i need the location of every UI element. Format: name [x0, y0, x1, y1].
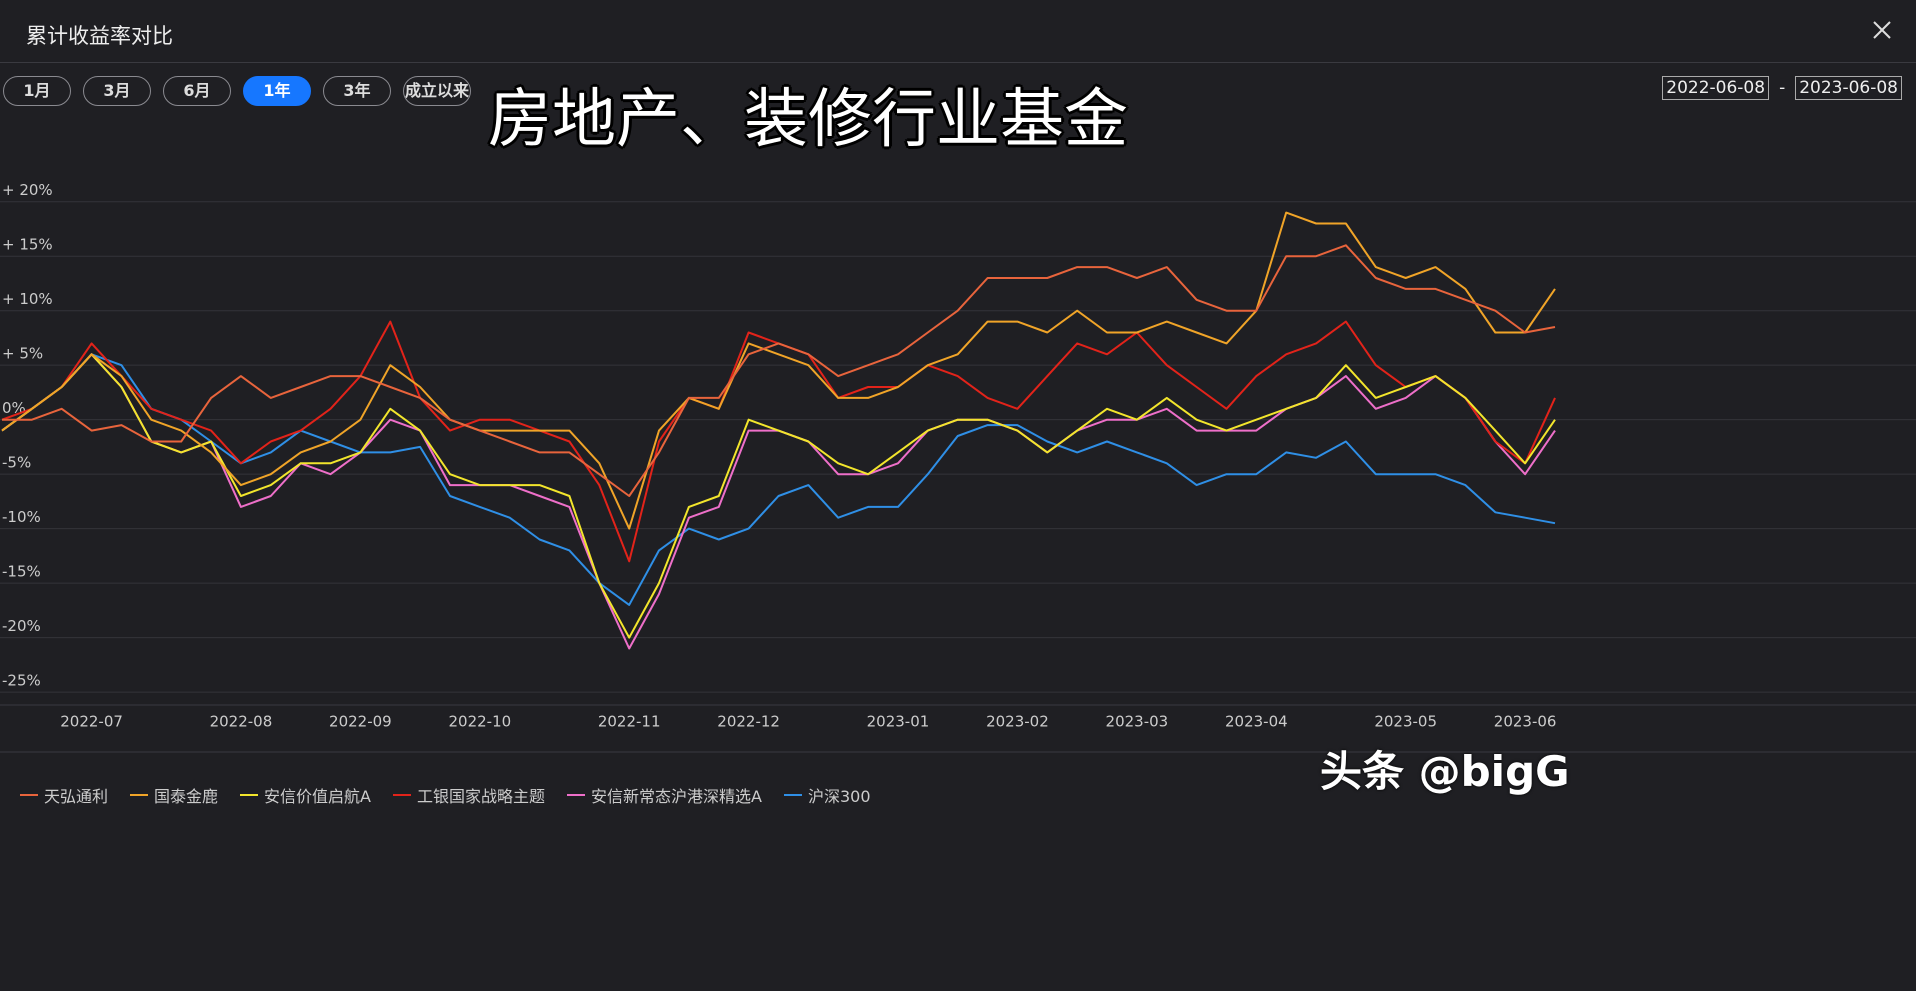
range-button[interactable]: 1月: [3, 76, 71, 106]
legend-swatch: [130, 794, 149, 796]
x-tick-label: 2023-06: [1494, 713, 1557, 731]
legend-item[interactable]: 天弘通利: [20, 783, 108, 807]
legend-swatch: [20, 794, 38, 796]
x-tick-label: 2022-09: [329, 713, 392, 731]
legend-item[interactable]: 工银国家战略主题: [392, 783, 545, 807]
chart-title: 房地产、装修行业基金: [488, 83, 1128, 157]
legend-label: 安信新常态沪港深精选A: [591, 787, 762, 806]
legend-label: 天弘通利: [44, 787, 109, 806]
y-tick-label: -15%: [2, 563, 41, 581]
legend-item[interactable]: 沪深300: [783, 783, 871, 807]
y-tick-label: + 20%: [2, 181, 53, 199]
header-title: 累计收益率对比: [26, 24, 173, 48]
x-tick-label: 2023-03: [1106, 713, 1169, 731]
range-button[interactable]: 成立以来: [403, 76, 471, 106]
x-tick-label: 2022-12: [717, 713, 780, 731]
y-tick-label: -20%: [2, 617, 41, 635]
x-tick-label: 2022-10: [449, 713, 512, 731]
end-date[interactable]: 2023-06-08: [1795, 76, 1902, 100]
x-tick-label: 2022-08: [210, 713, 273, 731]
series-line: [1, 353, 1556, 606]
header: 累计收益率对比: [0, 0, 1916, 63]
range-button[interactable]: 6月: [163, 76, 231, 106]
legend-label: 工银国家战略主题: [416, 787, 545, 806]
y-tick-label: + 15%: [2, 236, 53, 254]
series-line: [1, 211, 1556, 530]
y-tick-label: -25%: [2, 672, 41, 690]
legend-item[interactable]: 安信价值启航A: [240, 783, 371, 807]
legend-swatch: [567, 794, 585, 796]
legend: 天弘通利 国泰金鹿 安信价值启航A 工银国家战略主题 安信新常态沪港深精选A 沪深300: [20, 783, 871, 807]
x-tick-label: 2023-01: [867, 713, 930, 731]
legend-swatch: [392, 794, 411, 796]
legend-label: 沪深300: [807, 787, 871, 806]
series-line: [2, 244, 1556, 497]
close-button[interactable]: [1870, 18, 1894, 42]
y-tick-label: + 5%: [2, 345, 43, 363]
legend-label: 安信价值启航A: [264, 787, 371, 806]
date-separator: -: [1779, 78, 1786, 98]
legend-swatch: [240, 794, 259, 796]
legend-item[interactable]: 安信新常态沪港深精选A: [567, 783, 762, 807]
x-tick-label: 2023-05: [1374, 713, 1437, 731]
date-range: 2022-06-08 - 2023-06-08: [1662, 76, 1902, 100]
x-tick-label: 2023-02: [986, 713, 1049, 731]
series-line: [1, 353, 1556, 639]
x-tick-label: 2023-04: [1225, 713, 1288, 731]
y-tick-label: -10%: [2, 508, 41, 526]
watermark: 头条 @bigG: [1320, 747, 1570, 796]
y-tick-label: + 10%: [2, 290, 53, 308]
y-tick-label: -5%: [2, 454, 31, 472]
range-button[interactable]: 3年: [323, 76, 391, 106]
series-line: [1, 320, 1556, 563]
start-date[interactable]: 2022-06-08: [1662, 76, 1770, 100]
series-line: [1, 353, 1556, 650]
x-tick-label: 2022-07: [60, 713, 123, 731]
x-tick-label: 2022-11: [598, 713, 661, 731]
range-button[interactable]: 1年: [243, 76, 311, 106]
legend-label: 国泰金鹿: [154, 787, 219, 806]
range-button[interactable]: 3月: [83, 76, 151, 106]
legend-item[interactable]: 国泰金鹿: [130, 783, 218, 807]
legend-swatch: [783, 794, 802, 796]
